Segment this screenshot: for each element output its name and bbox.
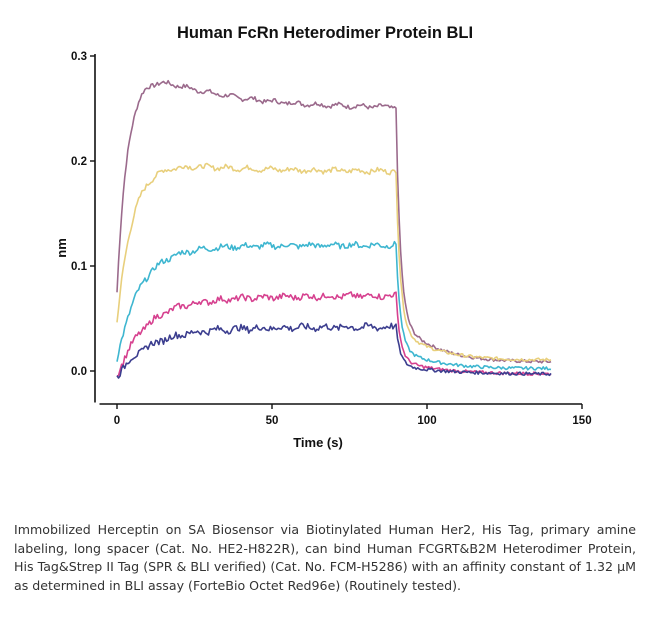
- x-tick-label: 100: [417, 415, 436, 427]
- series-line-4: [116, 291, 552, 377]
- y-axis-label: nm: [54, 238, 69, 258]
- figure-caption: Immobilized Herceptin on SA Biosensor vi…: [14, 522, 636, 593]
- x-tick-label: 50: [266, 415, 279, 427]
- y-tick-label: 0.3: [71, 51, 87, 63]
- series-group: [116, 79, 552, 379]
- chart-title: Human FcRn Heterodimer Protein BLI: [177, 24, 473, 42]
- series-line-2: [116, 162, 552, 362]
- bli-chart: Human FcRn Heterodimer Protein BLI nm Ti…: [54, 24, 592, 450]
- axes: 0.0 0.1 0.2 0.3 0 50 100 150: [71, 51, 592, 427]
- series-line-5: [116, 322, 552, 379]
- y-tick-label: 0.1: [71, 261, 88, 273]
- x-tick-label: 150: [572, 415, 591, 427]
- x-tick-label: 0: [114, 415, 120, 427]
- y-tick-label: 0.0: [71, 366, 87, 378]
- series-line-1: [116, 79, 552, 364]
- series-line-3: [116, 240, 552, 371]
- x-axis-label: Time (s): [293, 435, 343, 450]
- y-tick-label: 0.2: [71, 156, 87, 168]
